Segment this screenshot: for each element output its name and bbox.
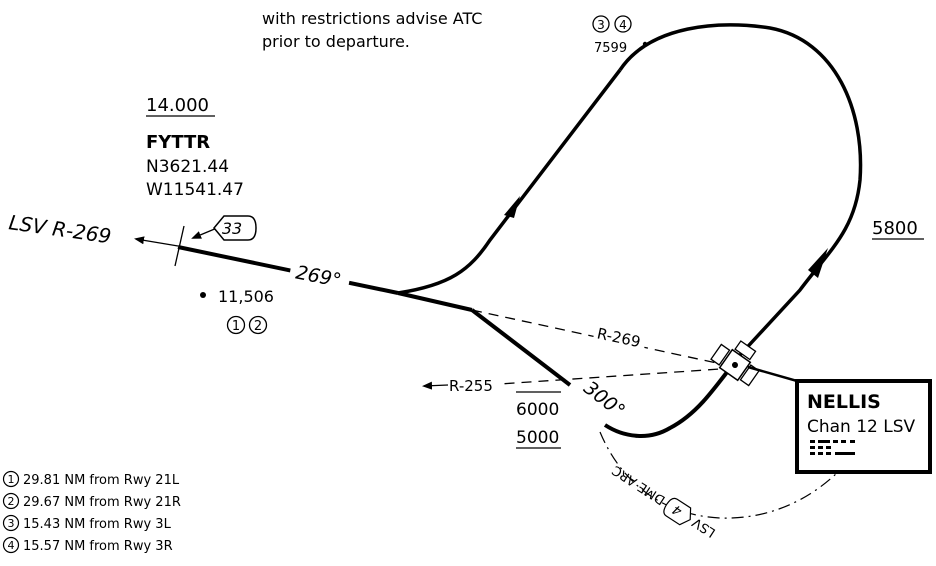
altitude-6000: 6000 — [516, 400, 559, 420]
teardrop-return-track — [397, 68, 622, 295]
morse-mark — [850, 440, 855, 443]
top-obstacle-circle-3-label: 3 — [597, 18, 605, 32]
fix-block: 14.000 FYTTR N3621.44 W11541.47 — [146, 95, 244, 200]
morse-mark — [818, 440, 830, 443]
footnote-2-circle — [2, 492, 20, 510]
tacan-symbol[interactable] — [710, 333, 767, 387]
radial-r255-label: R-255 — [449, 377, 493, 395]
fix-altitude: 14.000 — [146, 95, 209, 116]
footnote-3-text: 15.43 NM from Rwy 3L — [23, 517, 172, 532]
footnote-2-num: 2 — [8, 495, 15, 508]
tacan-lobe-top — [734, 340, 757, 361]
footnote-circle-2 — [248, 315, 268, 335]
course-269-track — [177, 245, 399, 295]
left-obstacle: 11,506 1 2 — [200, 287, 274, 335]
footnote-4-circle — [2, 536, 20, 554]
morse-mark — [810, 446, 815, 449]
top-obstacle-circle-4-label: 4 — [619, 18, 627, 32]
morse-mark — [835, 452, 855, 455]
navaid-box-frame — [795, 379, 932, 474]
navaid-channel: Chan 12 LSV — [807, 417, 916, 437]
footnote-circle-3 — [592, 15, 610, 33]
morse-mark — [826, 446, 831, 449]
fix-name: FYTTR — [146, 132, 210, 153]
tacan-lobe-left — [710, 343, 731, 366]
morse-mark — [818, 446, 823, 449]
altitude-5800: 5800 — [872, 218, 918, 239]
holding-loop-track — [618, 23, 863, 357]
course-269-bg — [288, 256, 352, 294]
footnote-4-text: 15.57 NM from Rwy 3R — [23, 539, 173, 554]
morse-mark — [818, 452, 823, 455]
radial-r269-label: LSV R-269 — [7, 210, 113, 248]
dme-arc-text: DME ARC — [610, 462, 668, 507]
morse-mark — [810, 440, 815, 443]
morse-mark — [826, 452, 831, 455]
dme-33-pointer — [191, 227, 218, 239]
radial-r269-label-bg — [592, 322, 648, 352]
teardrop-return-arrow — [504, 196, 520, 218]
left-obstacle-circle-1-label: 1 — [232, 319, 240, 334]
footnote-circle-1 — [226, 315, 246, 335]
left-obstacle-elevation: 11,506 — [218, 287, 274, 306]
fix-longitude: W11541.47 — [146, 180, 244, 200]
radial-r255-arrow — [422, 381, 449, 390]
tacan-center — [732, 362, 738, 368]
course-300-label: 300° — [579, 377, 629, 423]
footnote-1-circle — [2, 470, 20, 488]
footnote-1-text: 29.81 NM from Rwy 21L — [23, 473, 180, 488]
navaid-leader — [747, 365, 798, 383]
course-300-track — [470, 308, 572, 387]
radial-r269-dashed — [471, 309, 736, 368]
left-obstacle-dot — [200, 292, 206, 298]
footnote-circle-4 — [614, 15, 632, 33]
dme-arc-label: LSV 4 DME ARC — [610, 462, 719, 540]
navaid-name: NELLIS — [807, 391, 881, 413]
departure-junction-seg — [397, 291, 473, 312]
dme-33-box: 33 — [191, 215, 257, 241]
morse-mark — [810, 452, 815, 455]
dme-33-pentagon — [213, 215, 257, 241]
morse-mark — [841, 440, 846, 443]
dme-33-value: 33 — [222, 219, 242, 238]
morse-code — [810, 440, 855, 455]
radial-r255-dashed — [499, 367, 736, 385]
footnote-3-circle — [2, 514, 20, 532]
footnote-1-num: 1 — [8, 473, 15, 486]
footnote-3-num: 3 — [8, 517, 15, 530]
footnotes: 1 29.81 NM from Rwy 21L 2 29.67 NM from … — [2, 470, 181, 554]
footnote-2-text: 29.67 NM from Rwy 21R — [23, 495, 181, 510]
morse-mark — [833, 440, 838, 443]
note-line-1: with restrictions advise ATC — [262, 9, 482, 28]
note-line-2: prior to departure. — [262, 32, 410, 51]
radial-r269-dashed-label: R-269 — [595, 324, 642, 351]
holding-loop-arrow — [808, 248, 828, 278]
altitude-5000: 5000 — [516, 428, 559, 448]
navaid-box[interactable]: NELLIS Chan 12 LSV — [795, 379, 932, 474]
bottom-turn-track — [603, 353, 742, 438]
fix-latitude: N3621.44 — [146, 157, 229, 177]
dme-arc-pentagon — [663, 497, 692, 526]
top-obstacle-elevation: 7599 — [594, 41, 627, 56]
footnote-4-num: 4 — [8, 539, 15, 552]
radial-r269-arrow — [134, 236, 179, 247]
left-obstacle-circle-2-label: 2 — [254, 319, 262, 334]
